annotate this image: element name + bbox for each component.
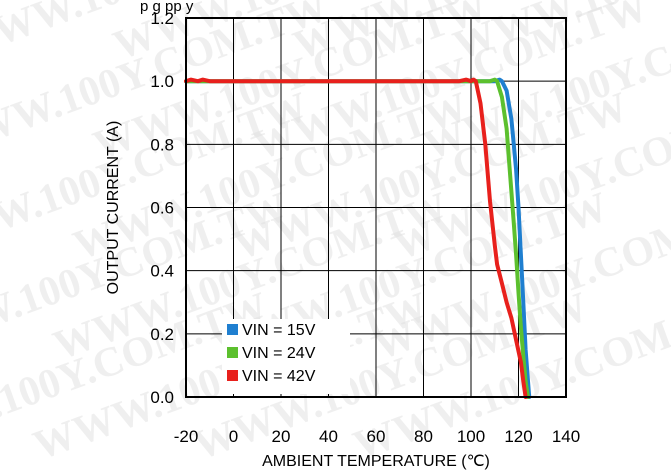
x-tick-label: 80 bbox=[414, 427, 433, 446]
x-tick-label: 100 bbox=[457, 427, 485, 446]
legend: VIN = 15V VIN = 24V VIN = 42V bbox=[222, 319, 350, 394]
x-tick-label: 60 bbox=[367, 427, 386, 446]
series-lines bbox=[184, 77, 532, 399]
legend-entry: VIN = 24V bbox=[242, 345, 316, 362]
x-tick-label: -20 bbox=[174, 427, 199, 446]
y-tick-labels: 0.0 0.2 0.4 0.6 0.8 1.0 1.2 bbox=[150, 9, 174, 407]
legend-swatch bbox=[227, 324, 238, 335]
y-tick-label: 0.8 bbox=[150, 135, 174, 154]
legend-swatch bbox=[227, 347, 238, 358]
y-tick-label: 0.6 bbox=[150, 199, 174, 218]
legend-background bbox=[222, 319, 350, 394]
x-axis-label: AMBIENT TEMPERATURE (℃) bbox=[262, 453, 490, 470]
y-tick-label: 1.2 bbox=[150, 9, 174, 28]
x-tick-label: 40 bbox=[319, 427, 338, 446]
plot-frame bbox=[185, 17, 567, 398]
y-tick-label: 1.0 bbox=[150, 72, 174, 91]
x-tick-label: 0 bbox=[229, 427, 238, 446]
x-tick-label: 140 bbox=[552, 427, 580, 446]
y-tick-label: 0.4 bbox=[150, 262, 174, 281]
x-tick-label: 120 bbox=[504, 427, 532, 446]
y-tick-label: 0.0 bbox=[150, 388, 174, 407]
y-tick-label: 0.2 bbox=[150, 325, 174, 344]
x-tick-label: 20 bbox=[272, 427, 291, 446]
series-line-vin-42v bbox=[184, 77, 528, 399]
cropped-header-text: p g pp y bbox=[140, 0, 194, 15]
legend-swatch bbox=[227, 370, 238, 381]
y-axis-label: OUTPUT CURRENT (A) bbox=[105, 121, 122, 295]
legend-entry: VIN = 15V bbox=[242, 322, 316, 339]
x-tick-labels: -20 0 20 40 60 80 100 120 140 bbox=[174, 427, 580, 446]
legend-entry: VIN = 42V bbox=[242, 368, 316, 385]
